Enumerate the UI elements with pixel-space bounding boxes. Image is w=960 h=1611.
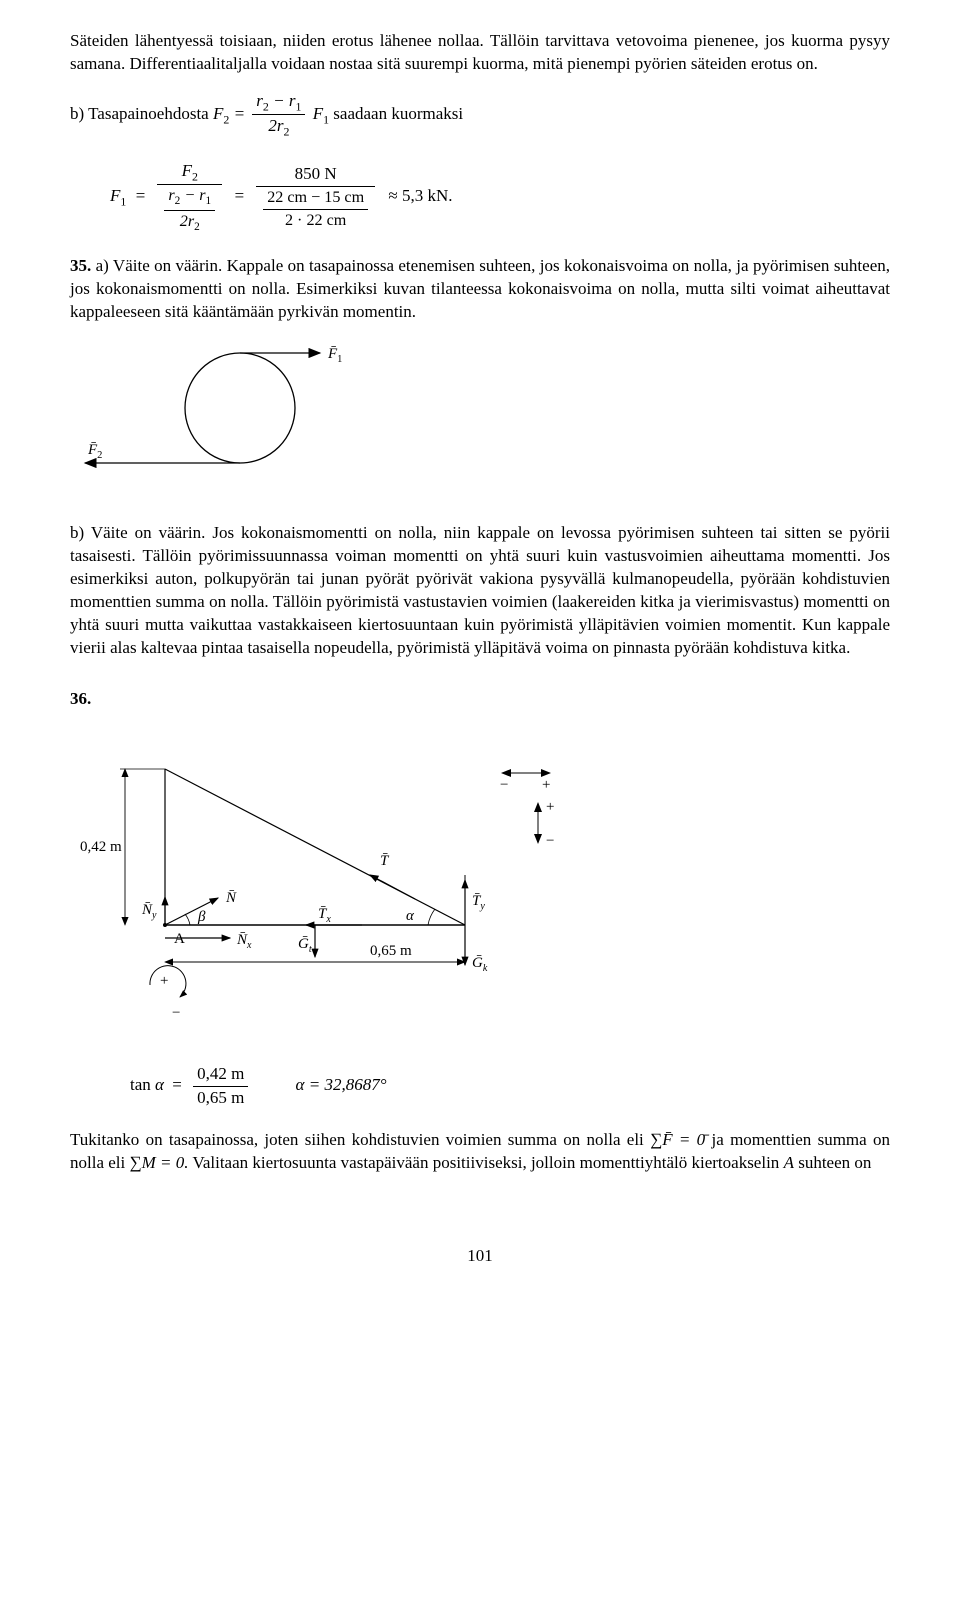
svg-text:−: −: [546, 833, 554, 849]
svg-text:+: +: [546, 799, 554, 815]
section-35a-text: a) Väite on väärin. Kappale on tasapaino…: [70, 256, 890, 321]
final-paragraph: Tukitanko on tasapainossa, joten siihen …: [70, 1129, 890, 1175]
svg-text:A: A: [174, 931, 185, 947]
svg-text:β: β: [197, 909, 206, 925]
section-number-35: 35.: [70, 256, 91, 275]
section-36-label: 36.: [70, 688, 890, 711]
svg-text:N̄x: N̄x: [236, 932, 252, 951]
svg-text:Ḡt: Ḡt: [298, 936, 312, 955]
section-35a: 35. a) Väite on väärin. Kappale on tasap…: [70, 255, 890, 324]
eq-fraction-1: r2 − r1 2r2: [252, 90, 305, 140]
equation-f1: F1 = F2 r2 − r1 2r2 = 850 N 22 cm − 15 c…: [110, 160, 890, 235]
svg-text:T̄: T̄: [380, 853, 390, 869]
svg-text:T̄x: T̄x: [318, 906, 331, 925]
intro-paragraph: Säteiden lähentyessä toisiaan, niiden er…: [70, 30, 890, 76]
eq-F2: F2: [213, 104, 229, 123]
page-number: 101: [70, 1245, 890, 1268]
svg-text:F̄2: F̄2: [87, 442, 102, 461]
equals: =: [234, 104, 250, 123]
sum-m-eq: ∑M = 0.: [129, 1153, 188, 1172]
sum-f-eq: ∑F̄ = 0̄: [650, 1130, 705, 1149]
svg-text:0,65 m: 0,65 m: [370, 943, 412, 959]
svg-text:Ḡk: Ḡk: [472, 955, 488, 974]
equation-b-intro: b) Tasapainoehdosta F2 = r2 − r1 2r2 F1 …: [70, 90, 890, 140]
equation-tan-alpha: tan α = 0,42 m 0,65 m α = 32,8687°: [130, 1063, 890, 1110]
svg-text:−: −: [500, 777, 508, 793]
axis-a: A: [784, 1153, 794, 1172]
svg-text:N̄: N̄: [225, 890, 237, 906]
eq-b-suffix: saadaan kuormaksi: [333, 104, 463, 123]
final-text-c: Valitaan kiertosuunta vastapäivään posit…: [189, 1153, 784, 1172]
svg-text:+: +: [160, 973, 168, 989]
svg-text:N̄y: N̄y: [141, 902, 157, 921]
eq-F1: F1: [313, 104, 329, 123]
svg-text:T̄y: T̄y: [472, 893, 485, 912]
final-text-a: Tukitanko on tasapainossa, joten siihen …: [70, 1130, 644, 1149]
beam-diagram: 0,42 m 0,65 m A N̄y N̄ β N̄x Ḡt T̄x T̄ α: [70, 725, 610, 1045]
wheel-diagram: F̄1 F̄2: [70, 338, 370, 498]
svg-text:F̄1: F̄1: [327, 346, 342, 365]
svg-text:α: α: [406, 908, 415, 924]
svg-text:0,42 m: 0,42 m: [80, 839, 122, 855]
section-35b: b) Väite on väärin. Jos kokonaismomentti…: [70, 522, 890, 660]
final-text-d: suhteen on: [794, 1153, 871, 1172]
svg-text:−: −: [172, 1005, 180, 1021]
svg-text:+: +: [542, 777, 550, 793]
eq-b-prefix: b) Tasapainoehdosta: [70, 104, 209, 123]
